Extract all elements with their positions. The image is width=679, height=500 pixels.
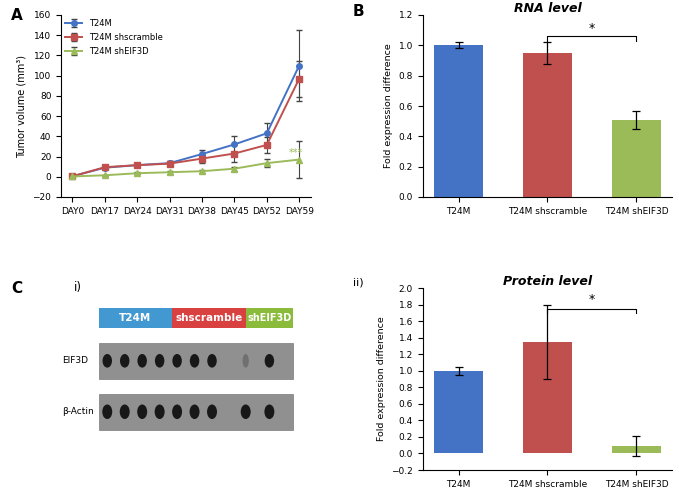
Ellipse shape: [103, 354, 112, 368]
Bar: [434, 370, 483, 454]
Text: β-Actin: β-Actin: [62, 408, 94, 416]
FancyBboxPatch shape: [172, 308, 246, 328]
Ellipse shape: [264, 404, 274, 419]
Text: ii): ii): [353, 277, 363, 287]
Ellipse shape: [240, 404, 251, 419]
Bar: [523, 53, 572, 197]
Text: i): i): [73, 280, 81, 293]
Text: B: B: [353, 4, 365, 19]
Ellipse shape: [120, 404, 130, 419]
Legend: T24M, T24M shscramble, T24M shEIF3D: T24M, T24M shscramble, T24M shEIF3D: [65, 19, 162, 56]
Ellipse shape: [172, 404, 182, 419]
Ellipse shape: [155, 354, 164, 368]
Bar: [523, 342, 572, 454]
Y-axis label: Fold expression difference: Fold expression difference: [377, 316, 386, 442]
FancyBboxPatch shape: [98, 308, 172, 328]
Ellipse shape: [207, 354, 217, 368]
Ellipse shape: [190, 354, 200, 368]
Text: shEIF3D: shEIF3D: [248, 313, 292, 323]
Ellipse shape: [120, 354, 130, 368]
Text: *: *: [589, 22, 595, 35]
Ellipse shape: [242, 354, 249, 368]
Text: T24M: T24M: [120, 313, 151, 323]
Ellipse shape: [172, 354, 182, 368]
Ellipse shape: [103, 404, 112, 419]
Bar: [612, 446, 661, 454]
Text: ***: ***: [289, 148, 303, 158]
Text: A: A: [12, 8, 23, 22]
Ellipse shape: [137, 354, 147, 368]
FancyBboxPatch shape: [98, 394, 293, 430]
Ellipse shape: [155, 404, 164, 419]
Ellipse shape: [265, 354, 274, 368]
Ellipse shape: [189, 404, 200, 419]
Bar: [434, 46, 483, 197]
Title: Protein level: Protein level: [503, 275, 592, 288]
Y-axis label: Tumor volume (mm³): Tumor volume (mm³): [17, 54, 27, 158]
Bar: [612, 120, 661, 197]
Text: shscramble: shscramble: [176, 313, 243, 323]
Text: EIF3D: EIF3D: [62, 356, 88, 366]
FancyBboxPatch shape: [246, 308, 293, 328]
Y-axis label: Fold expression difference: Fold expression difference: [384, 44, 393, 168]
Text: *: *: [589, 293, 595, 306]
Ellipse shape: [137, 404, 147, 419]
Text: C: C: [12, 280, 22, 295]
FancyBboxPatch shape: [98, 342, 293, 379]
Title: RNA level: RNA level: [513, 2, 581, 15]
Ellipse shape: [207, 404, 217, 419]
